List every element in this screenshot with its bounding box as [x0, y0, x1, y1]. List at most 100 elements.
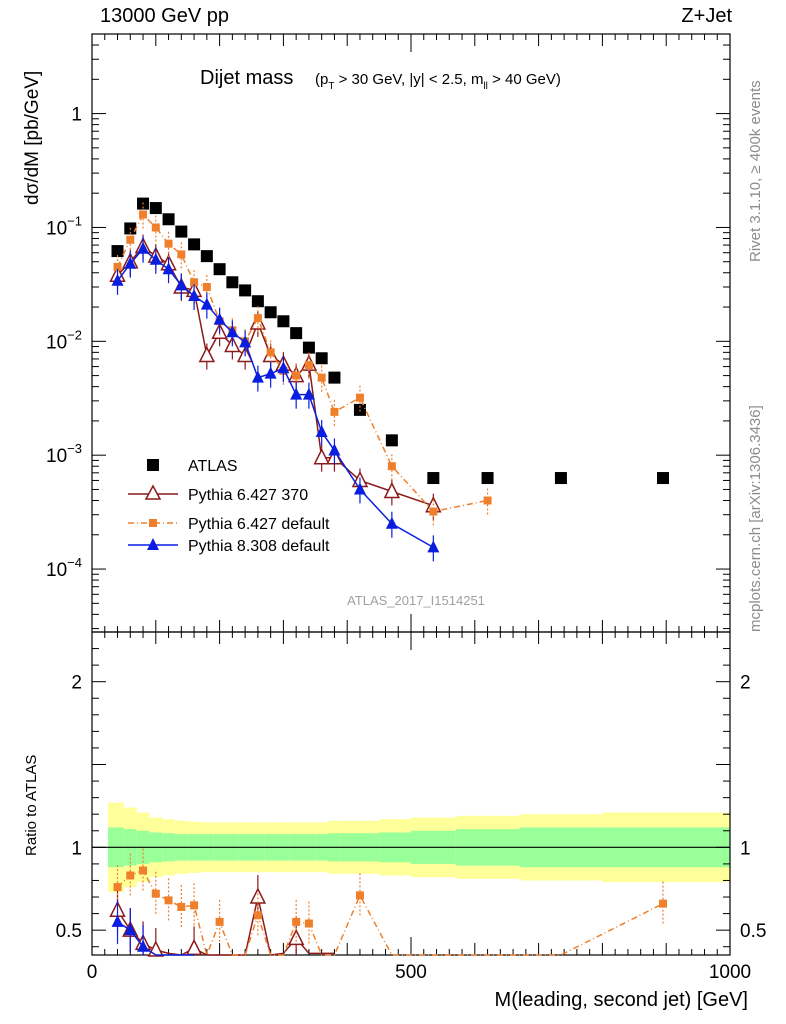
main-y-tick-label: 10−3	[46, 441, 82, 467]
main-point	[302, 341, 315, 354]
main-point	[149, 202, 162, 215]
main-series-0	[111, 197, 670, 485]
main-point	[315, 352, 328, 365]
ratio-series-line	[117, 869, 664, 958]
main-point	[266, 348, 275, 357]
ratio-y-tick-label: 2	[71, 673, 82, 694]
main-point	[188, 238, 201, 251]
main-point	[226, 276, 239, 289]
main-point	[385, 516, 398, 529]
main-point	[427, 472, 440, 485]
main-point	[200, 250, 213, 263]
main-point	[277, 361, 290, 374]
tick-exponent: −2	[67, 327, 82, 342]
main-point	[387, 462, 396, 471]
legend: ATLAS Pythia 6.427 370 Pythia 6.427 defa…	[128, 458, 330, 555]
ratio-point	[137, 939, 150, 952]
subtitle-pt: (p	[315, 71, 328, 88]
header-left: 13000 GeV pp	[100, 5, 229, 27]
main-point	[355, 393, 364, 402]
main-point	[202, 282, 211, 291]
main-point	[139, 210, 148, 219]
main-point	[429, 507, 438, 516]
ratio-point	[124, 923, 137, 936]
ratio-series-2	[111, 899, 195, 956]
main-point	[190, 278, 199, 287]
main-point	[277, 315, 290, 328]
tick-exponent: −3	[67, 441, 82, 456]
ratio-point	[177, 902, 186, 911]
ratio-y-tick-label-right: 2	[740, 673, 751, 694]
ratio-point	[253, 911, 262, 920]
ratio-ylabel: Ratio to ATLAS	[23, 755, 40, 856]
legend-label-p6-default: Pythia 6.427 default	[188, 516, 330, 533]
main-point	[126, 235, 135, 244]
main-point	[290, 387, 303, 400]
ratio-point	[111, 914, 124, 927]
main-point	[328, 371, 341, 384]
ratio-point	[355, 891, 364, 900]
main-point	[292, 371, 301, 380]
main-point	[164, 239, 173, 248]
tick-base: 10	[46, 218, 67, 239]
main-point	[251, 370, 264, 383]
main-point	[113, 262, 122, 271]
main-point	[253, 314, 262, 323]
main-point	[198, 345, 216, 363]
main-title-text: Dijet mass	[200, 67, 293, 89]
legend-marker-atlas	[147, 459, 159, 471]
ratio-y-tick-label-right: 0.5	[740, 921, 766, 942]
x-tick-label: 500	[395, 962, 427, 983]
main-point	[162, 262, 175, 275]
main-point	[330, 407, 339, 416]
ratio-point	[215, 917, 224, 926]
main-point	[302, 387, 315, 400]
main-point	[313, 448, 330, 465]
main-point	[177, 250, 186, 259]
main-point	[304, 360, 313, 369]
main-point	[162, 213, 175, 226]
main-point	[149, 252, 162, 265]
main-point	[175, 225, 188, 238]
main-point	[175, 278, 188, 291]
tick-exponent: −4	[67, 555, 82, 570]
x-tick-label: 0	[87, 962, 98, 983]
main-point	[328, 443, 341, 456]
main-y-tick-label: 10−2	[46, 327, 82, 353]
main-point	[264, 366, 277, 379]
main-point	[137, 241, 150, 254]
ratio-y-tick-label-right: 1	[740, 838, 751, 859]
legend-marker-p8	[147, 538, 159, 550]
header-right: Z+Jet	[681, 5, 732, 27]
main-point	[188, 289, 201, 302]
main-point	[554, 472, 567, 485]
ratio-point	[185, 938, 203, 956]
legend-marker-p6-370	[144, 484, 162, 500]
ratio-series-line	[116, 896, 335, 956]
ratio-point	[113, 883, 122, 892]
main-point	[657, 472, 670, 485]
subtitle-m-sub: ll	[483, 81, 487, 92]
ratio-y-tick-label: 1	[71, 838, 82, 859]
main-point	[239, 335, 252, 348]
main-point	[239, 284, 252, 297]
legend-label-atlas: ATLAS	[188, 458, 238, 475]
main-point	[483, 496, 492, 505]
ratio-point	[147, 940, 165, 957]
legend-label-p8: Pythia 8.308 default	[188, 538, 330, 555]
main-y-tick-label: 1	[71, 105, 82, 126]
tick-exponent: −1	[67, 213, 82, 228]
side-text-top: Rivet 3.1.10, ≥ 400k events	[747, 80, 764, 262]
main-point	[213, 312, 226, 325]
main-ylabel: dσ/dM [pb/GeV]	[22, 71, 43, 205]
main-point	[353, 482, 366, 495]
main-title: Dijet mass (pT > 30 GeV, |y| < 2.5, mll …	[200, 67, 561, 92]
main-point	[151, 223, 160, 232]
main-point	[226, 325, 239, 338]
subtitle-pt-sub: T	[328, 81, 334, 92]
main-series-line	[116, 245, 434, 507]
ratio-series-1	[113, 848, 668, 958]
ratio-point	[164, 896, 173, 905]
main-point	[124, 256, 137, 269]
